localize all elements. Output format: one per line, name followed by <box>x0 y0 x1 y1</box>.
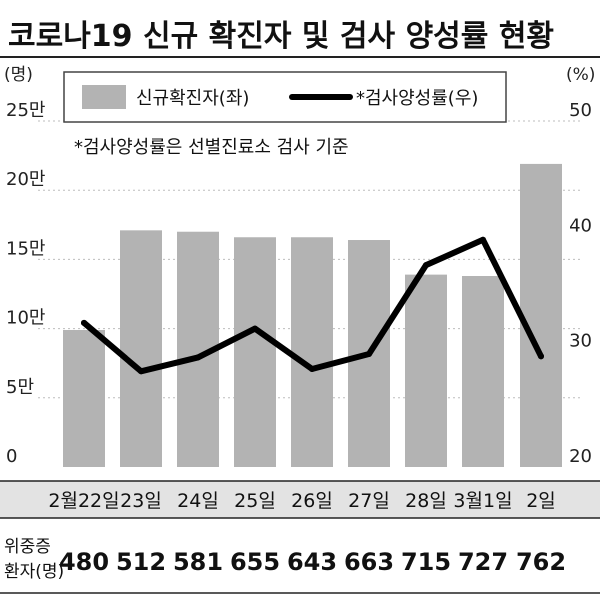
left-tick-label: 25만 <box>6 100 45 121</box>
severe-count: 480 <box>59 548 109 576</box>
bar <box>405 274 447 467</box>
right-axis-unit: (%) <box>566 65 595 85</box>
line-point <box>81 319 87 326</box>
chart-note: *검사양성률은 선별진료소 검사 기준 <box>74 137 349 158</box>
left-tick-label: 5만 <box>6 377 34 398</box>
severe-row-label-line1: 위중증 <box>4 537 51 557</box>
x-tick-label: 25일 <box>234 490 276 512</box>
legend: 신규확진자(좌) *검사양성률(우) <box>63 71 507 123</box>
left-axis-unit: (명) <box>4 65 33 85</box>
line-point <box>309 365 315 372</box>
line-point <box>538 353 544 360</box>
x-tick-label: 2일 <box>526 490 556 512</box>
legend-box <box>63 71 507 123</box>
line-point <box>480 236 486 243</box>
line-point <box>423 262 429 269</box>
severe-count: 663 <box>344 548 394 576</box>
left-tick-label: 0 <box>6 446 17 467</box>
line-point <box>252 325 258 332</box>
right-tick-label: 30 <box>569 331 592 352</box>
line-point <box>195 354 201 361</box>
severe-row-values: 480 512 581 655 643 663 715 727 762 <box>59 548 566 576</box>
bar <box>462 276 504 467</box>
left-tick-label: 10만 <box>6 308 45 329</box>
x-tick-label: 27일 <box>348 490 390 512</box>
severe-count: 655 <box>230 548 280 576</box>
severe-count: 727 <box>458 548 508 576</box>
line-point <box>366 350 372 357</box>
severe-count: 581 <box>173 548 223 576</box>
x-tick-label: 23일 <box>120 490 162 512</box>
x-axis-band <box>0 481 600 518</box>
x-tick-label: 24일 <box>177 490 219 512</box>
legend-line-label: *검사양성률(우) <box>356 88 478 109</box>
severe-count: 762 <box>516 548 566 576</box>
x-axis-ticks: 2월22일 23일 24일 25일 26일 27일 28일 3월1일 2일 <box>48 490 555 512</box>
severe-count: 512 <box>116 548 166 576</box>
bar <box>520 163 562 468</box>
x-tick-label: 28일 <box>405 490 447 512</box>
line-point <box>138 368 144 375</box>
left-tick-label: 20만 <box>6 169 45 190</box>
bar <box>234 237 276 467</box>
left-axis-ticks: 0 5만 10만 15만 20만 25만 <box>6 100 45 467</box>
severe-count: 715 <box>401 548 451 576</box>
positivity-line <box>81 236 544 375</box>
left-tick-label: 15만 <box>6 238 45 259</box>
chart-title: 코로나19 신규 확진자 및 검사 양성률 현황 <box>8 19 554 54</box>
bar <box>291 237 333 467</box>
bar <box>120 230 162 467</box>
x-tick-label: 26일 <box>291 490 333 512</box>
right-tick-label: 40 <box>569 215 592 236</box>
severe-count: 643 <box>287 548 337 576</box>
legend-bar-swatch <box>82 85 126 109</box>
legend-bar-label: 신규확진자(좌) <box>136 88 249 109</box>
right-axis-ticks: 20 30 40 50 <box>569 100 592 467</box>
right-tick-label: 50 <box>569 100 592 121</box>
x-tick-label: 2월22일 <box>48 490 119 512</box>
bar <box>63 329 105 467</box>
x-tick-label: 3월1일 <box>453 490 512 512</box>
bars <box>63 163 562 468</box>
right-tick-label: 20 <box>569 446 592 467</box>
severe-row-label-line2: 환자(명) <box>4 562 64 582</box>
